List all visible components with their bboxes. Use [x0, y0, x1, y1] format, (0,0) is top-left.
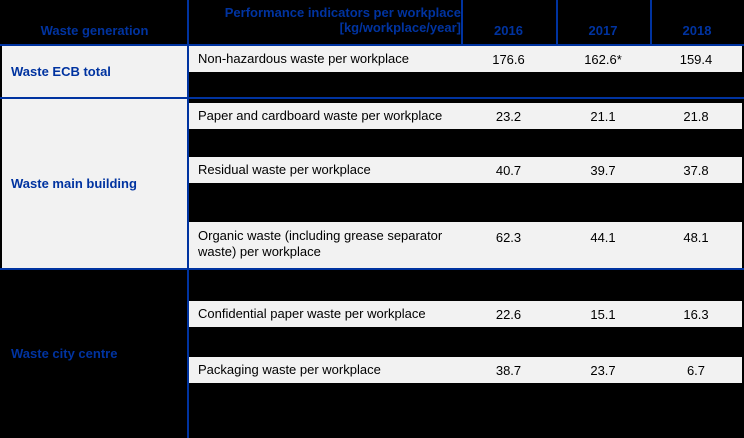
value-2017-cell: 162.6* — [584, 51, 622, 67]
section-waste-main-building: Waste main building — [2, 99, 187, 268]
section-border-ecb-main — [0, 97, 744, 99]
table-row-residual: Residual waste per workplace 40.7 39.7 3… — [189, 157, 742, 183]
value-2016-cell: 23.2 — [495, 108, 522, 124]
header-indicators-line1: Performance indicators per workplace — [224, 4, 461, 20]
table-row-paper-cardboard: Paper and cardboard waste per workplace … — [189, 103, 742, 129]
value-2017-cell: 15.1 — [590, 306, 616, 322]
table-row-confidential-paper: Confidential paper waste per workplace 2… — [189, 301, 742, 327]
value-2018-cell: 21.8 — [683, 108, 709, 124]
value-2017-cell: 44.1 — [590, 230, 616, 245]
column-divider-2018 — [650, 0, 652, 46]
table-row-organic: Organic waste (including grease separato… — [189, 222, 742, 268]
section-waste-ecb-total: Waste ECB total — [2, 46, 187, 97]
value-2016-cell: 62.3 — [495, 230, 522, 245]
value-2016-cell: 40.7 — [495, 162, 522, 178]
value-2018-cell: 6.7 — [686, 362, 706, 378]
header-year-2016: 2016 — [461, 0, 556, 44]
indicator-cell: Paper and cardboard waste per workplace — [198, 108, 443, 123]
value-2018-cell: 37.8 — [683, 162, 709, 178]
indicator-cell: Confidential paper waste per workplace — [198, 306, 426, 321]
header-waste-generation: Waste generation — [2, 0, 187, 44]
indicator-cell: Organic waste (including grease separato… — [198, 228, 443, 259]
value-2017-cell: 21.1 — [590, 108, 616, 124]
header-year-2018: 2018 — [650, 0, 744, 44]
section-waste-city-centre-label: Waste city centre — [11, 345, 118, 361]
header-year-2017: 2017 — [556, 0, 650, 44]
value-2016-cell: 176.6 — [492, 51, 525, 67]
section-waste-ecb-total-label: Waste ECB total — [11, 64, 111, 79]
header-performance-indicators: Performance indicators per workplace [kg… — [189, 0, 461, 44]
value-2016-cell: 22.6 — [495, 306, 522, 322]
indicator-cell: Residual waste per workplace — [198, 162, 371, 177]
header-year-2017-label: 2017 — [588, 23, 618, 38]
value-2018-cell: 159.4 — [679, 51, 713, 67]
indicator-cell: Non-hazardous waste per workplace — [198, 51, 409, 66]
value-2018-cell: 16.3 — [683, 306, 709, 322]
header-year-2016-label: 2016 — [494, 23, 523, 38]
indicator-cell: Packaging waste per workplace — [198, 362, 381, 377]
column-divider-main — [187, 0, 189, 438]
section-waste-city-centre: Waste city centre — [2, 270, 187, 436]
header-indicators-line2: [kg/workplace/year] — [339, 19, 461, 35]
table-row-packaging: Packaging waste per workplace 38.7 23.7 … — [189, 357, 742, 383]
value-2017-cell: 39.7 — [590, 162, 616, 178]
value-2016-cell: 38.7 — [495, 362, 522, 378]
column-divider-2016 — [461, 0, 463, 46]
column-divider-2017 — [556, 0, 558, 46]
header-bottom-border — [0, 44, 744, 46]
value-2017-cell: 23.7 — [590, 362, 616, 378]
header-year-2018-label: 2018 — [682, 23, 712, 38]
table-row-non-hazardous: Non-hazardous waste per workplace 176.6 … — [189, 46, 742, 72]
section-border-main-city — [0, 268, 744, 270]
value-2018-cell: 48.1 — [683, 230, 709, 245]
header-waste-generation-label: Waste generation — [40, 23, 149, 38]
section-waste-main-building-label: Waste main building — [11, 176, 137, 191]
